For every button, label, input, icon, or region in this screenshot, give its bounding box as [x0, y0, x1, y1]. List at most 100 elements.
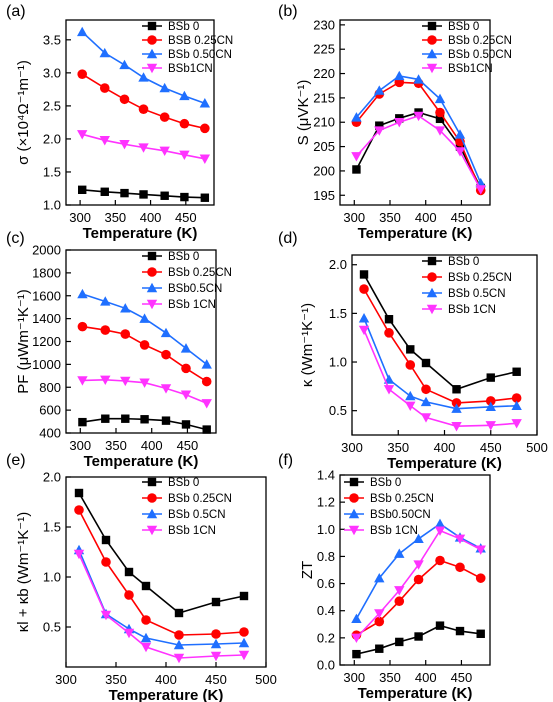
panel2-data-point-1 — [181, 363, 191, 374]
panel2-x-axis-label: Temperature (K) — [84, 453, 199, 470]
panel5-x-tick-label: 400 — [415, 670, 437, 685]
panel2-x-tick-label: 450 — [177, 438, 199, 453]
panel2-y-tick-label: 800 — [39, 380, 61, 395]
panel0-legend-marker-0 — [147, 21, 157, 31]
panel1-y-tick-label: 205 — [313, 139, 335, 154]
panel1-data-point-0 — [455, 142, 465, 151]
panel4-data-point-0 — [174, 608, 184, 618]
panel4-legend-marker-2 — [146, 508, 158, 519]
panel5-plot-frame — [339, 474, 491, 666]
panel4-y-tick-label: 1.5 — [43, 520, 61, 535]
panel0-data-point-1 — [138, 104, 149, 114]
panel1-x-tick-label: 400 — [415, 210, 437, 225]
panel4-data-point-3 — [238, 650, 250, 661]
panel4-data-point-1 — [124, 590, 134, 600]
panel4-x-tick-label: 350 — [105, 672, 127, 687]
panel3-legend-entry-0: BSb 0 — [448, 256, 479, 268]
panel3-x-axis-label: Temperature (K) — [387, 455, 502, 472]
panel5-x-tick-label: 350 — [379, 670, 401, 685]
panel0-x-tick-label: 450 — [175, 210, 197, 225]
panel2-data-point-2 — [160, 327, 172, 338]
panel0-x-tick-label: 400 — [140, 210, 162, 225]
panel0-y-tick-label: 2.5 — [43, 98, 61, 113]
panel5-data-point-2 — [434, 518, 446, 529]
panel5-data-point-3 — [413, 560, 424, 570]
panel3-data-point-1 — [384, 328, 394, 338]
panel3-data-point-1 — [485, 396, 496, 406]
panel2-data-point-0 — [161, 416, 171, 425]
panel2-x-tick-label: 400 — [141, 438, 163, 453]
panel2-legend-marker-3 — [146, 299, 158, 310]
panel5-data-point-0 — [414, 632, 423, 641]
panel5-y-tick-label: 0.0 — [317, 658, 335, 673]
panel1-y-tick-label: 215 — [313, 90, 335, 105]
panel4-data-point-1 — [141, 615, 151, 625]
panel5-y-tick-label: 1.2 — [317, 495, 335, 510]
panel2-data-point-3 — [139, 378, 150, 388]
panel3-legend-marker-1 — [427, 272, 437, 282]
panel2-y-tick-label: 1200 — [32, 334, 61, 349]
panel5-legend-marker-2 — [348, 508, 360, 519]
panel5-data-point-2 — [413, 533, 424, 543]
panel2-x-tick-label: 300 — [69, 438, 91, 453]
panel0-data-point-1 — [119, 94, 130, 105]
panel3-data-point-2 — [485, 401, 496, 411]
panel0-legend-marker-1 — [147, 35, 157, 45]
panel5-legend-entry-1: BSb 0.25CN — [370, 493, 434, 505]
panel1-data-point-2 — [394, 70, 405, 81]
panel0-data-point-2 — [119, 59, 130, 70]
panel0-data-point-2 — [179, 90, 190, 101]
panel5-y-tick-label: 0.6 — [317, 576, 335, 591]
panel2-data-point-3 — [160, 384, 172, 394]
panel4-legend-entry-3: BSb 1CN — [168, 525, 216, 537]
panel1-y-tick-label: 210 — [313, 115, 335, 130]
panel5-data-point-3 — [394, 586, 405, 596]
panel0-data-point-3 — [199, 154, 211, 164]
panel4-data-point-3 — [210, 651, 222, 662]
panel0-legend-marker-2 — [146, 48, 158, 59]
panel3-x-tick-label: 450 — [480, 440, 502, 455]
panel3-data-point-1 — [451, 398, 462, 408]
panel5-data-point-1 — [413, 574, 424, 585]
panel0-x-axis-label: Temperature (K) — [83, 225, 198, 242]
panel4-data-point-3 — [100, 610, 112, 621]
panel0-data-point-1 — [77, 69, 88, 79]
panel4-y-tick-label: 1.0 — [43, 570, 61, 585]
panel3-legend-marker-3 — [426, 304, 438, 315]
panel5-data-point-2 — [351, 613, 362, 624]
panel2-y-tick-label: 2000 — [32, 243, 61, 258]
panel3-data-point-2 — [451, 403, 462, 413]
panel5-data-point-3 — [351, 633, 362, 644]
panel0-data-point-2 — [199, 98, 211, 108]
panel1-x-tick-label: 300 — [343, 210, 365, 225]
panel0-data-point-3 — [138, 143, 149, 153]
panel2-data-point-0 — [101, 414, 110, 423]
panel3-data-point-3 — [358, 325, 370, 336]
panel0-y-tick-label: 1.0 — [43, 198, 61, 213]
panel5-data-point-1 — [394, 596, 405, 607]
panel4-x-axis-label: Temperature (K) — [109, 687, 224, 702]
panel2-x-tick-label: 350 — [105, 438, 127, 453]
panel3-legend-entry-3: BSb 1CN — [448, 304, 496, 316]
panel4-data-point-0 — [141, 581, 151, 591]
panel5-y-axis-label: ZT — [299, 561, 316, 579]
panel4-legend-entry-2: BSb 0.5CN — [168, 509, 226, 521]
panel0-y-tick-label: 3.0 — [43, 65, 61, 80]
panel2-data-point-1 — [77, 321, 88, 332]
panel3-data-point-0 — [359, 270, 369, 279]
panel0-legend-entry-2: BSb 0.50CN — [168, 49, 232, 61]
panel3-legend-marker-2 — [426, 287, 438, 298]
panel4-x-tick-label: 500 — [255, 672, 277, 687]
panel5-legend-entry-0: BSb 0 — [370, 477, 401, 489]
panel5-legend-marker-0 — [349, 477, 359, 487]
panel5-data-point-3 — [374, 609, 385, 619]
panel3-legend-entry-2: BSb 0.5CN — [448, 288, 506, 300]
panel0-data-point-0 — [120, 188, 129, 198]
panel5-y-tick-label: 0.2 — [317, 630, 335, 645]
panel1-y-tick-label: 225 — [313, 42, 335, 57]
panel2-legend-entry-0: BSb 0 — [168, 251, 199, 263]
panel3-x-tick-label: 350 — [387, 440, 409, 455]
panel3-data-point-1 — [405, 360, 416, 370]
panel1-data-point-2 — [454, 129, 466, 139]
panel4-data-point-2 — [140, 632, 152, 643]
